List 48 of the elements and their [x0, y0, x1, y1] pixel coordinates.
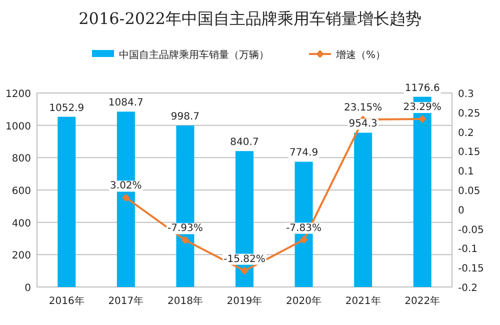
data-label: 1084.7	[108, 98, 144, 109]
data-label: -7.83%	[286, 222, 322, 234]
y2-tick-label: 0.25	[458, 108, 480, 120]
y-tick-label: 600	[12, 186, 31, 197]
chart-title: 2016-2022年中国自主品牌乘用车销量增长趋势	[78, 9, 422, 28]
y-tick-label: 1200	[6, 89, 31, 100]
y-tick-label: 400	[12, 218, 31, 230]
y2-tick-label: 0.15	[458, 147, 480, 158]
y-tick-label: 200	[12, 250, 31, 262]
x-tick-label: 2020年	[286, 295, 322, 307]
data-label: 1052.9	[49, 102, 84, 114]
data-label: 998.7	[170, 112, 200, 123]
point	[418, 115, 426, 124]
x-tick-label: 2022年	[404, 295, 440, 307]
y-tick-label: 1000	[6, 121, 31, 132]
data-label: -15.82%	[224, 254, 266, 265]
data-label: 23.29%	[403, 102, 442, 114]
data-label: 774.9	[289, 148, 318, 159]
data-label: 954.3	[348, 118, 378, 130]
point	[181, 236, 190, 244]
point	[122, 194, 130, 202]
legend-label: 中国自主品牌乘用车销量（万辆）	[119, 49, 269, 61]
x-tick-label: 2019年	[226, 295, 262, 307]
y2-tick-label: 0.2	[458, 128, 474, 139]
y2-tick-label: -0.1	[458, 244, 478, 256]
bar	[58, 116, 76, 287]
data-label: 1176.6	[404, 82, 440, 94]
x-tick-label: 2016年	[48, 295, 84, 307]
data-label: -7.93%	[168, 223, 203, 234]
y2-tick-label: 0.1	[458, 166, 474, 178]
y2-tick-label: -0.05	[458, 224, 484, 236]
y2-tick-label: 0.3	[458, 89, 474, 100]
x-tick-label: 2018年	[167, 295, 203, 307]
x-tick-label: 2017年	[108, 295, 144, 307]
y2-tick-label: 0.05	[458, 186, 480, 197]
data-label: 840.7	[230, 137, 259, 148]
y-tick-label: 0	[24, 283, 31, 294]
data-label: 3.02%	[110, 180, 142, 192]
point	[300, 236, 308, 244]
y2-tick-label: 0	[458, 205, 464, 216]
legend-label: 增速（%）	[335, 49, 386, 61]
x-tick-label: 2021年	[345, 295, 381, 307]
y-tick-label: 800	[12, 154, 31, 165]
bar	[354, 132, 372, 287]
y2-tick-label: -0.15	[458, 264, 484, 275]
y2-tick-label: -0.2	[458, 283, 478, 294]
data-label: 23.15%	[344, 102, 382, 114]
point	[240, 266, 248, 275]
